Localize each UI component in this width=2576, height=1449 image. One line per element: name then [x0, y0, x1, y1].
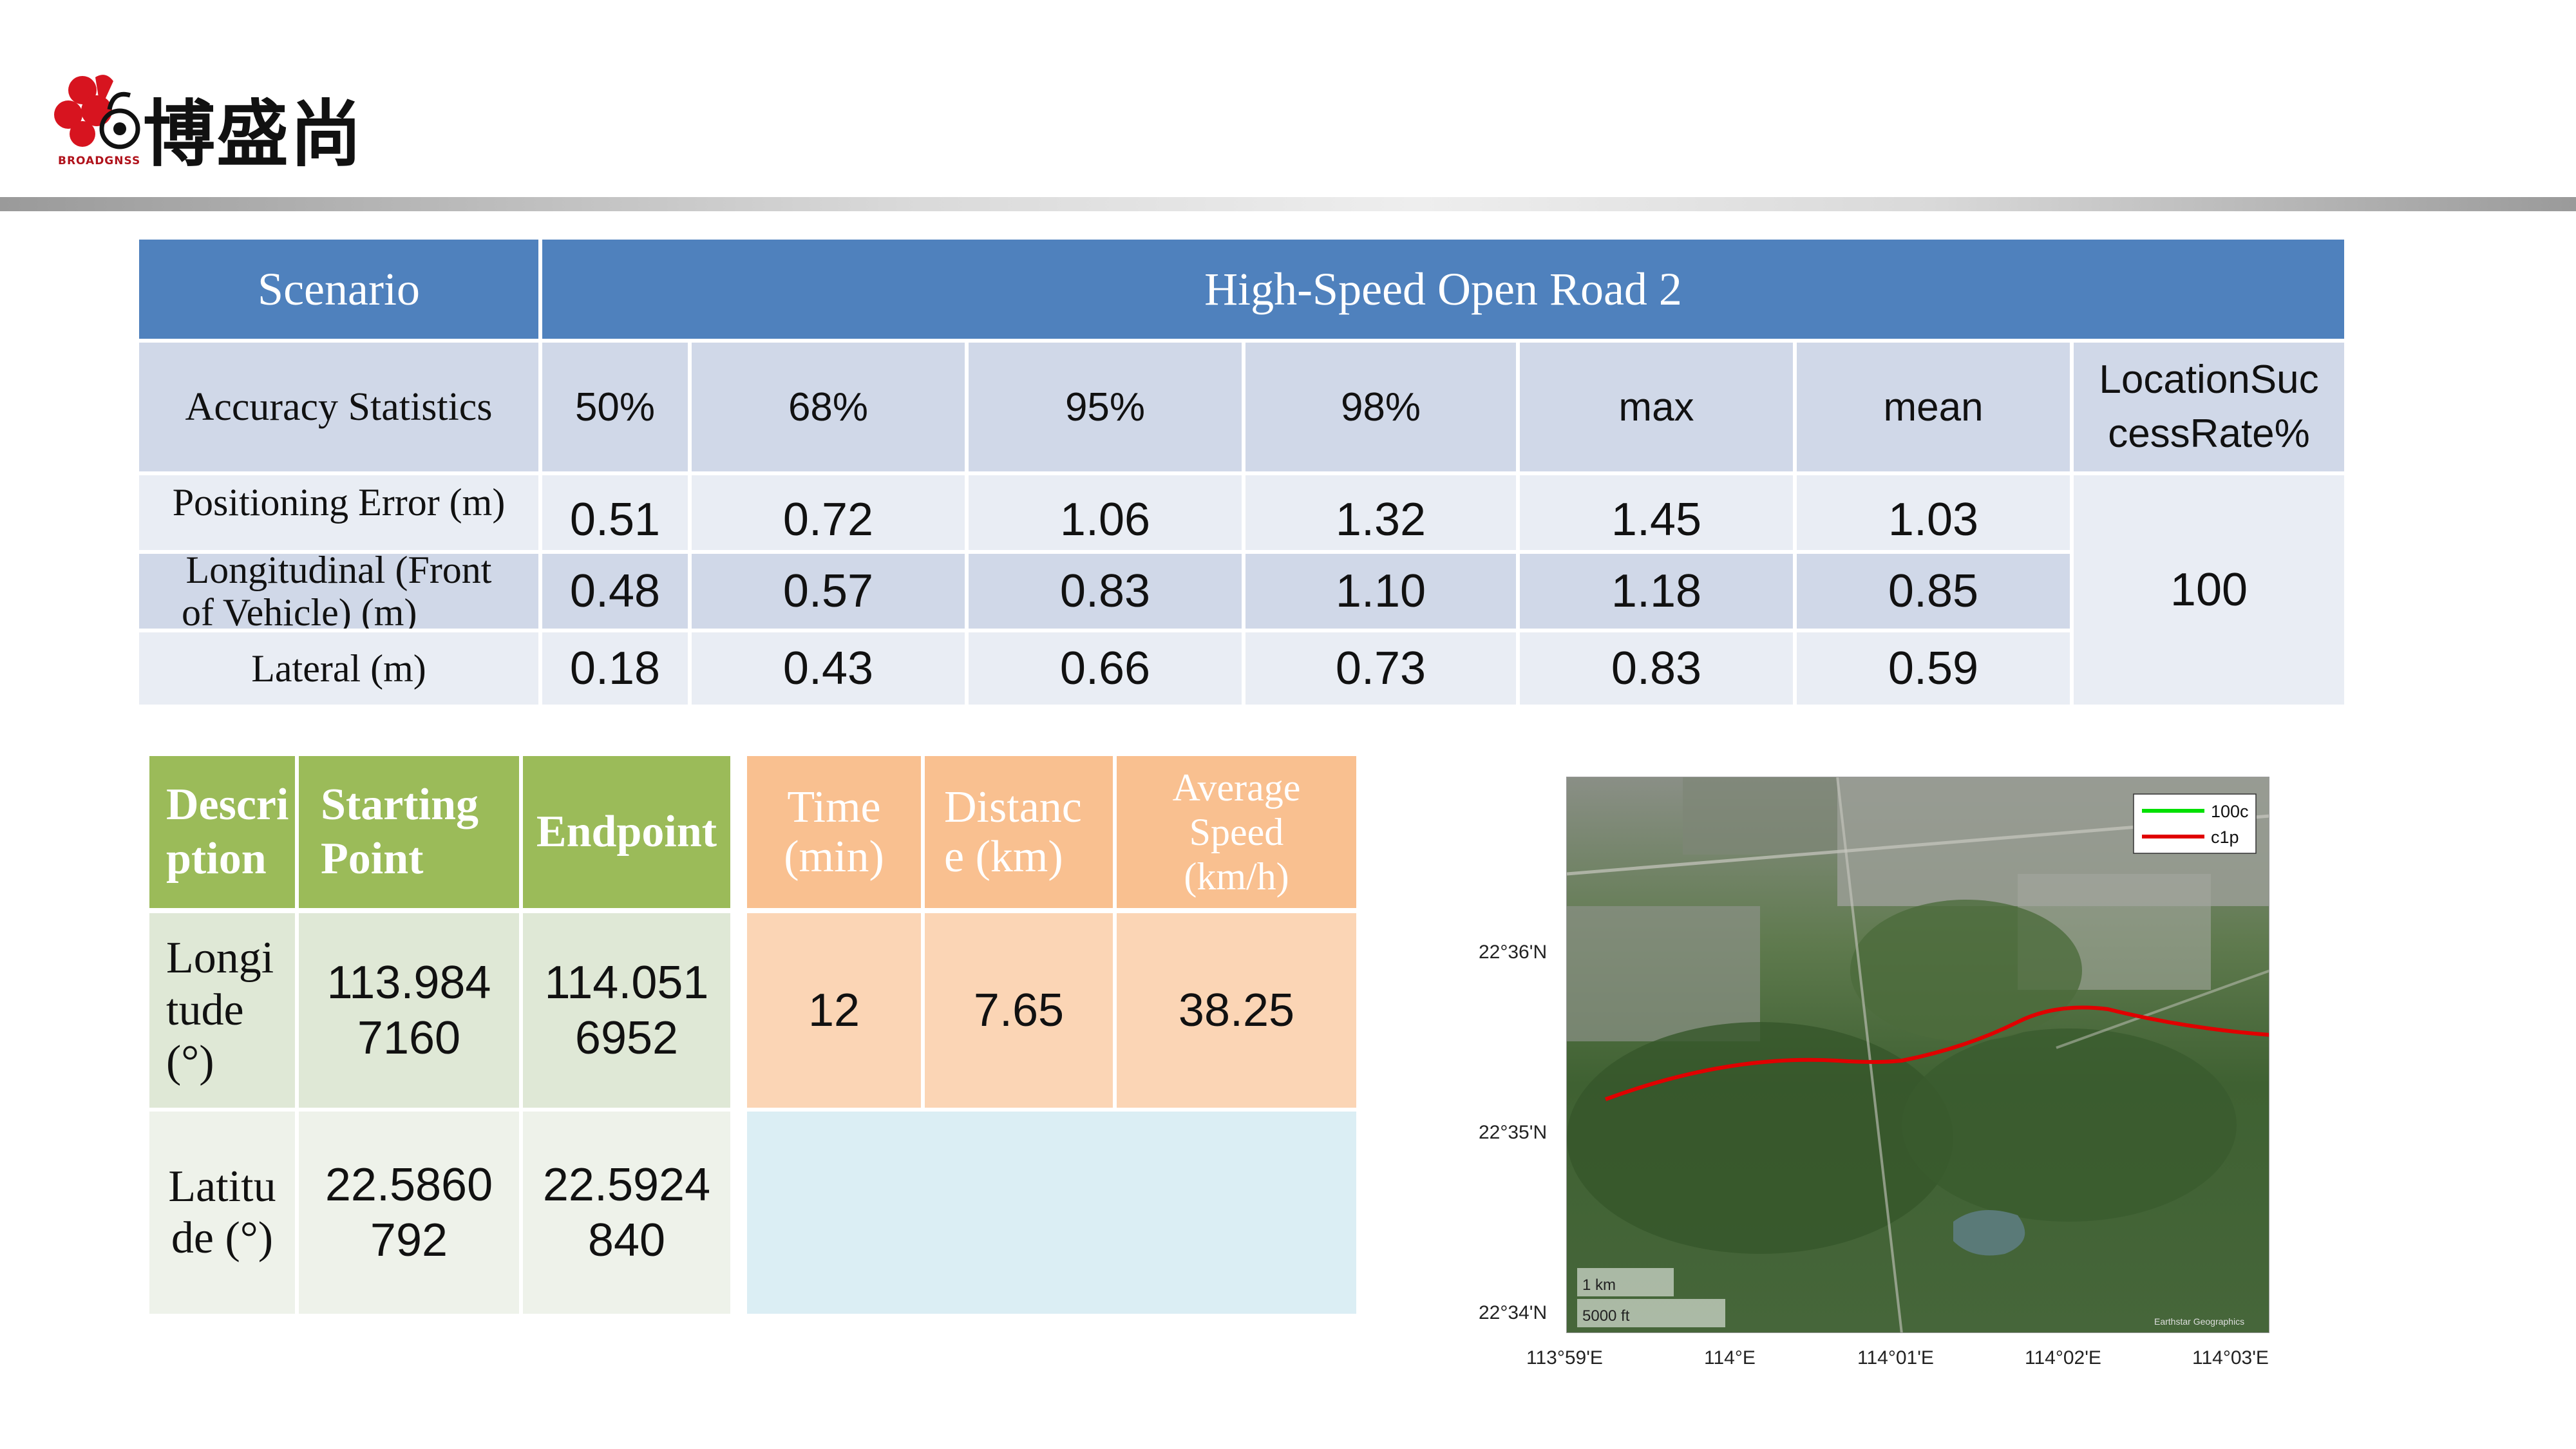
latitude-end-line1: 22.5924: [542, 1159, 711, 1211]
starting-point-header: Starting Point: [299, 756, 519, 908]
table-cell: 0.83: [969, 554, 1242, 629]
map-attribution: Earthstar Geographics: [2154, 1316, 2244, 1327]
accuracy-statistics-label: Accuracy Statistics: [139, 343, 538, 471]
longitude-end: 114.051 6952: [523, 913, 730, 1108]
description-header: Descri ption: [149, 756, 295, 908]
x-tick-label: 114°01'E: [1857, 1347, 1934, 1368]
column-header: max: [1520, 343, 1793, 471]
latitude-label-line1: Latitu: [168, 1161, 276, 1211]
table-cell: 1.06: [969, 475, 1242, 550]
column-header: 68%: [692, 343, 965, 471]
x-tick-label: 114°02'E: [2025, 1347, 2101, 1368]
longitude-end-line1: 114.051: [544, 956, 709, 1009]
speed-header-line2: Speed: [1189, 810, 1284, 853]
time-header-line1: Time: [787, 782, 881, 832]
column-header: 95%: [969, 343, 1242, 471]
table-cell: 0.51: [542, 475, 688, 550]
table-cell: 1.18: [1520, 554, 1793, 629]
column-header: mean: [1797, 343, 2070, 471]
brand-name: 博盛尚: [143, 93, 363, 176]
time-header: Time (min): [747, 756, 921, 908]
longitude-start-line1: 113.984: [327, 956, 491, 1009]
scale-ft-label: 5000 ft: [1582, 1307, 1630, 1325]
distance-value: 7.65: [925, 913, 1113, 1108]
starting-point-header-line1: Starting: [321, 780, 478, 829]
satellite-map-image: 100c c1p 1 km 5000 ft Earthstar Geograph…: [1567, 777, 2269, 1332]
table-cell: 0.73: [1245, 632, 1516, 705]
row-label-line2: of Vehicle) (m): [182, 591, 417, 629]
table-cell: 0.48: [542, 554, 688, 629]
table-cell: 0.72: [692, 475, 965, 550]
y-tick-label: 22°36'N: [1479, 942, 1548, 963]
success-rate-header-line2: cessRate%: [2108, 412, 2310, 456]
header-divider: [0, 197, 2576, 211]
scale-km-label: 1 km: [1582, 1276, 1616, 1294]
column-header: 50%: [542, 343, 688, 471]
latitude-end: 22.5924 840: [523, 1112, 730, 1314]
table-cell: 0.83: [1520, 632, 1793, 705]
endpoint-header: Endpoint: [523, 756, 730, 908]
speed-header-line1: Average: [1172, 766, 1301, 809]
column-header: 98%: [1245, 343, 1516, 471]
success-rate-header-line1: LocationSuc: [2099, 357, 2319, 402]
x-tick-label: 114°E: [1704, 1347, 1756, 1368]
legend-label-c1p: c1p: [2211, 828, 2239, 847]
speed-value: 38.25: [1117, 913, 1356, 1108]
description-header-line2: ption: [166, 834, 267, 884]
longitude-label-line3: (°): [166, 1037, 214, 1087]
scenario-header: Scenario: [139, 240, 538, 339]
longitude-end-line2: 6952: [574, 1012, 679, 1064]
time-value: 12: [747, 913, 921, 1108]
starting-point-header-line2: Point: [321, 834, 424, 884]
x-tick-label: 113°59'E: [1526, 1347, 1603, 1368]
y-tick-label: 22°34'N: [1479, 1302, 1548, 1323]
table-cell: 1.45: [1520, 475, 1793, 550]
longitude-start-line2: 7160: [357, 1012, 461, 1064]
longitude-label-line1: Longi: [166, 933, 274, 983]
table-cell: 1.03: [1797, 475, 2070, 550]
table-cell: 0.43: [692, 632, 965, 705]
table-cell: 0.66: [969, 632, 1242, 705]
table-cell: 0.85: [1797, 554, 2070, 629]
map-legend: [2133, 793, 2257, 854]
success-rate-header: LocationSuc cessRate%: [2074, 343, 2344, 471]
row-label-line1: Longitudinal (Front: [185, 554, 492, 591]
legend-label-100c: 100c: [2211, 802, 2249, 821]
speed-header: Average Speed (km/h): [1117, 756, 1356, 908]
row-label-lateral: Lateral (m): [139, 632, 538, 705]
description-header-line1: Descri: [166, 780, 289, 829]
speed-header-line3: (km/h): [1184, 855, 1289, 898]
x-tick-label: 114°03'E: [2192, 1347, 2269, 1368]
table-cell: 1.10: [1245, 554, 1516, 629]
success-rate-value: 100: [2074, 475, 2344, 705]
route-map: 100c c1p 1 km 5000 ft Earthstar Geograph…: [1566, 777, 2269, 1333]
table-cell: 1.32: [1245, 475, 1516, 550]
y-tick-label: 22°35'N: [1479, 1122, 1548, 1143]
latitude-end-line2: 840: [587, 1215, 666, 1266]
row-label-longitudinal: Longitudinal (Front of Vehicle) (m): [139, 554, 538, 629]
empty-cell: [747, 1112, 1356, 1314]
brand-subtitle: BROADGNSS: [58, 155, 141, 167]
latitude-start-line1: 22.5860: [325, 1159, 493, 1211]
distance-header-line1: Distanc: [944, 782, 1082, 832]
route-line: [1604, 1005, 2269, 1101]
company-logo-icon: [54, 75, 140, 149]
latitude-label: Latitu de (°): [149, 1112, 295, 1314]
table-cell: 0.59: [1797, 632, 2070, 705]
time-header-line2: (min): [784, 832, 884, 882]
latitude-start: 22.5860 792: [299, 1112, 519, 1314]
latitude-label-line2: de (°): [171, 1213, 274, 1263]
distance-header-line2: e (km): [944, 832, 1063, 882]
longitude-start: 113.984 7160: [299, 913, 519, 1108]
longitude-label-line2: tude: [166, 985, 244, 1035]
scenario-value: High-Speed Open Road 2: [542, 240, 2344, 339]
latitude-start-line2: 792: [370, 1215, 448, 1266]
longitude-label: Longi tude (°): [149, 913, 295, 1108]
distance-header: Distanc e (km): [925, 756, 1113, 908]
table-cell: 0.57: [692, 554, 965, 629]
row-label-positioning-error: Positioning Error (m): [139, 475, 538, 550]
table-cell: 0.18: [542, 632, 688, 705]
